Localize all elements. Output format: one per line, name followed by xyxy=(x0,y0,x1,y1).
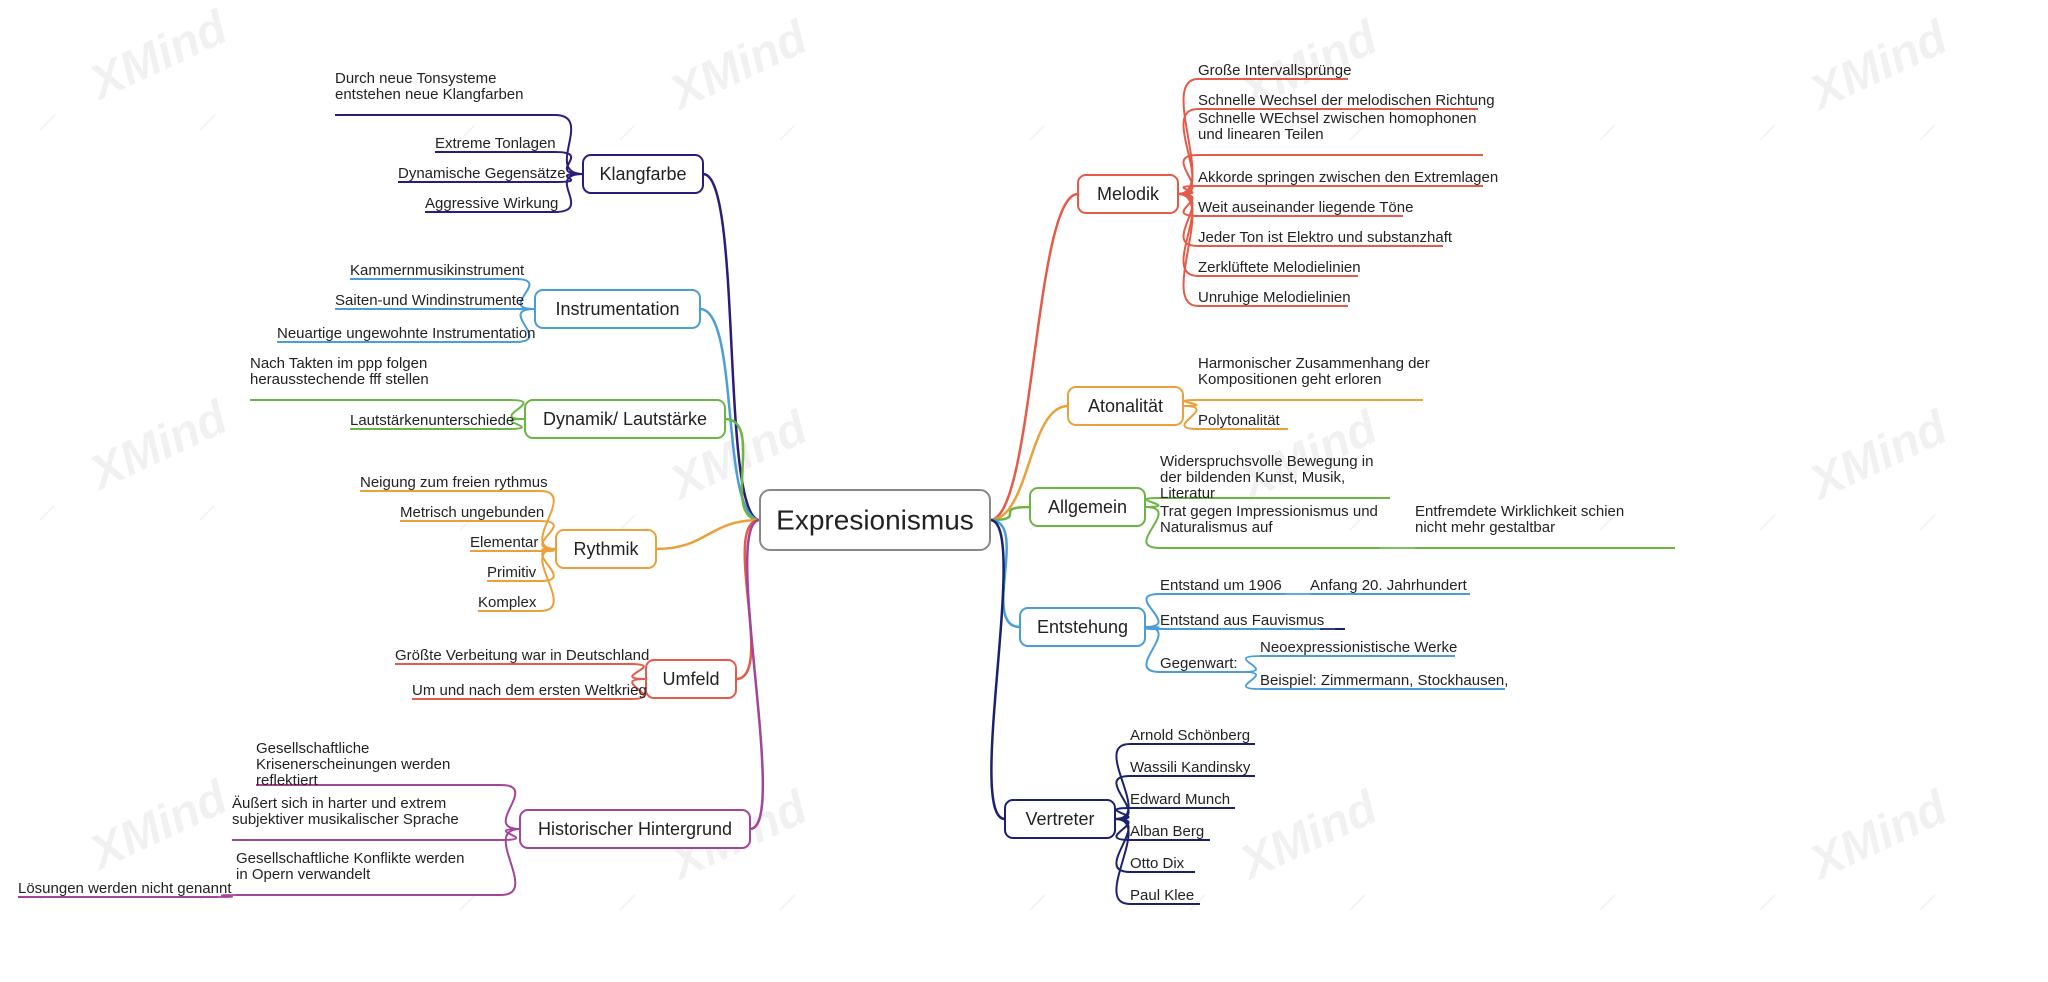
leaf-label: Schnelle WEchsel zwischen homophonenund … xyxy=(1198,110,1477,143)
connector-vertreter xyxy=(990,520,1005,819)
leaf-label: Akkorde springen zwischen den Extremlage… xyxy=(1198,169,1498,186)
leaf-label: Otto Dix xyxy=(1130,855,1185,872)
branch-label-umfeld: Umfeld xyxy=(662,669,719,689)
connector-umfeld-leaf xyxy=(630,664,646,679)
leaf-label: Unruhige Melodielinien xyxy=(1198,289,1351,306)
branch-label-vertreter: Vertreter xyxy=(1025,809,1094,829)
leaf-label: Kammernmusikinstrument xyxy=(350,262,525,279)
svg-text:XMind: XMind xyxy=(80,0,237,111)
branch-label-rythmik: Rythmik xyxy=(573,539,639,559)
connector-subleaf xyxy=(1242,656,1260,672)
leaf-label: Neuartige ungewohnte Instrumentation xyxy=(277,325,536,342)
connector-allgemein-leaf xyxy=(1145,507,1160,548)
leaf-label: Weit auseinander liegende Töne xyxy=(1198,199,1413,216)
leaf-label: Äußert sich in harter und extremsubjekti… xyxy=(232,795,459,828)
leaf-label: Dynamische Gegensätze xyxy=(398,165,566,182)
leaf-label: GesellschaftlicheKrisenerscheinungen wer… xyxy=(256,740,450,789)
connector-melodik-leaf xyxy=(1178,194,1198,306)
connector-historisch-leaf xyxy=(501,785,520,829)
branch-klangfarbe[interactable]: Klangfarbe Durch neue Tonsystemeentstehen… xyxy=(335,70,703,212)
connector-melodik-leaf xyxy=(1178,79,1198,194)
branch-label-allgemein: Allgemein xyxy=(1048,497,1127,517)
leaf-label: Große Intervallsprünge xyxy=(1198,62,1351,79)
connector-allgemein-leaf xyxy=(1145,498,1160,507)
leaf-label: Polytonalität xyxy=(1198,412,1281,429)
leaf-label: Extreme Tonlagen xyxy=(435,135,556,152)
connector-melodik-leaf xyxy=(1178,109,1198,194)
central-label: Expresionismus xyxy=(776,504,974,535)
leaf-label: Harmonischer Zusammenhang derKomposition… xyxy=(1198,355,1430,388)
leaf-label: Elementar xyxy=(470,534,538,551)
branch-atonalitaet[interactable]: Atonalität Harmonischer Zusammenhang derK… xyxy=(1068,355,1430,429)
leaf-label: Durch neue Tonsystemeentstehen neue Klan… xyxy=(335,70,524,103)
branch-allgemein[interactable]: AllgemeinWiderspruchsvolle Bewegung inde… xyxy=(1030,453,1675,548)
branch-label-melodik: Melodik xyxy=(1097,184,1160,204)
branch-melodik[interactable]: Melodik Große Intervallsprünge Schnelle We… xyxy=(1078,62,1498,306)
mindmap-canvas: XMind XMind XMind XMind XMind XMind XMind XMind… xyxy=(0,0,2048,982)
svg-text:XMind: XMind xyxy=(660,10,817,121)
branch-label-instrumentation: Instrumentation xyxy=(555,299,679,319)
leaf-label: Gesellschaftliche Konflikte werdenin Ope… xyxy=(236,850,464,883)
leaf-label: Größte Verbeitung war in Deutschland xyxy=(395,647,649,664)
branch-umfeld[interactable]: Umfeld Größte Verbeitung war in Deutschla… xyxy=(395,647,736,699)
leaf-label: Wassili Kandinsky xyxy=(1130,759,1251,776)
leaf-label: Komplex xyxy=(478,594,537,611)
leaf-label: Arnold Schönberg xyxy=(1130,727,1250,744)
connector-entstehung-leaf xyxy=(1145,594,1160,627)
connector-entstehung-leaf xyxy=(1145,627,1160,672)
leaf-label: Nach Takten im ppp folgenherausstechende… xyxy=(250,355,429,388)
svg-text:XMind: XMind xyxy=(80,770,237,881)
svg-text:XMind: XMind xyxy=(1800,780,1957,891)
leaf-label: Zerklüftete Melodielinien xyxy=(1198,259,1361,276)
central-node[interactable]: Expresionismus xyxy=(760,490,990,550)
leaf-label: Jeder Ton ist Elektro und substanzhaft xyxy=(1198,229,1453,246)
branch-label-klangfarbe: Klangfarbe xyxy=(599,164,686,184)
leaf-label: Um und nach dem ersten Weltkrieg xyxy=(412,682,647,699)
branch-label-historisch: Historischer Hintergrund xyxy=(538,819,732,839)
connector-entstehung xyxy=(990,520,1020,627)
leaf-label: Aggressive Wirkung xyxy=(425,195,558,212)
leaf-label: Edward Munch xyxy=(1130,791,1230,808)
svg-text:XMind: XMind xyxy=(80,390,237,501)
connector-melodik xyxy=(990,194,1078,520)
branch-entstehung[interactable]: Entstehung Entstand um 1906 Anfang 20. Jah… xyxy=(1020,577,1508,689)
branch-vertreter[interactable]: Vertreter Arnold Schönberg Wassili Kandins… xyxy=(1005,727,1255,904)
leaf-label: Entstand um 1906 xyxy=(1160,577,1282,594)
leaf-label: Trat gegen Impressionismus undNaturalism… xyxy=(1160,503,1378,536)
subleaf-label: Neoexpressionistische Werke xyxy=(1260,639,1457,656)
connector-atonalitaet-leaf xyxy=(1183,406,1198,429)
svg-text:XMind: XMind xyxy=(1230,780,1387,891)
branch-instrumentation[interactable]: Instrumentation Kammernmusikinstrument Sai… xyxy=(277,262,700,342)
leaf-label: Schnelle Wechsel der melodischen Richtun… xyxy=(1198,92,1495,109)
connector-historisch xyxy=(747,520,763,829)
leaf-label: Lautstärkenunterschiede xyxy=(350,412,514,429)
branch-label-entstehung: Entstehung xyxy=(1037,617,1128,637)
subleaf-label: Entfremdete Wirklichkeit schiennicht meh… xyxy=(1415,503,1624,536)
leaf-label: Metrisch ungebunden xyxy=(400,504,544,521)
leaf-label: Alban Berg xyxy=(1130,823,1204,840)
branch-label-dynamik: Dynamik/ Lautstärke xyxy=(543,409,707,429)
leaf-label: Entstand aus Fauvismus xyxy=(1160,612,1324,629)
subleaf-label: Anfang 20. Jahrhundert xyxy=(1310,577,1468,594)
branch-rythmik[interactable]: Rythmik Neigung zum freien rythmus Metrisc… xyxy=(360,474,656,611)
connector-subleaf xyxy=(1242,672,1260,689)
leaf-label: Paul Klee xyxy=(1130,887,1194,904)
subleaf-label: Lösungen werden nicht genannt xyxy=(18,880,232,897)
branches: Klangfarbe Durch neue Tonsystemeentstehen… xyxy=(18,62,1675,904)
leaf-label: Neigung zum freien rythmus xyxy=(360,474,548,491)
leaf-label: Gegenwart: xyxy=(1160,655,1238,672)
branch-dynamik[interactable]: Dynamik/ Lautstärke Nach Takten im ppp fo… xyxy=(250,355,725,438)
branch-label-atonalitaet: Atonalität xyxy=(1088,396,1163,416)
svg-text:XMind: XMind xyxy=(1800,10,1957,121)
svg-text:XMind: XMind xyxy=(1800,400,1957,511)
leaf-label: Primitiv xyxy=(487,564,537,581)
subleaf-label: Beispiel: Zimmermann, Stockhausen, xyxy=(1260,672,1508,689)
leaf-label: Saiten-und Windinstrumente xyxy=(335,292,524,309)
